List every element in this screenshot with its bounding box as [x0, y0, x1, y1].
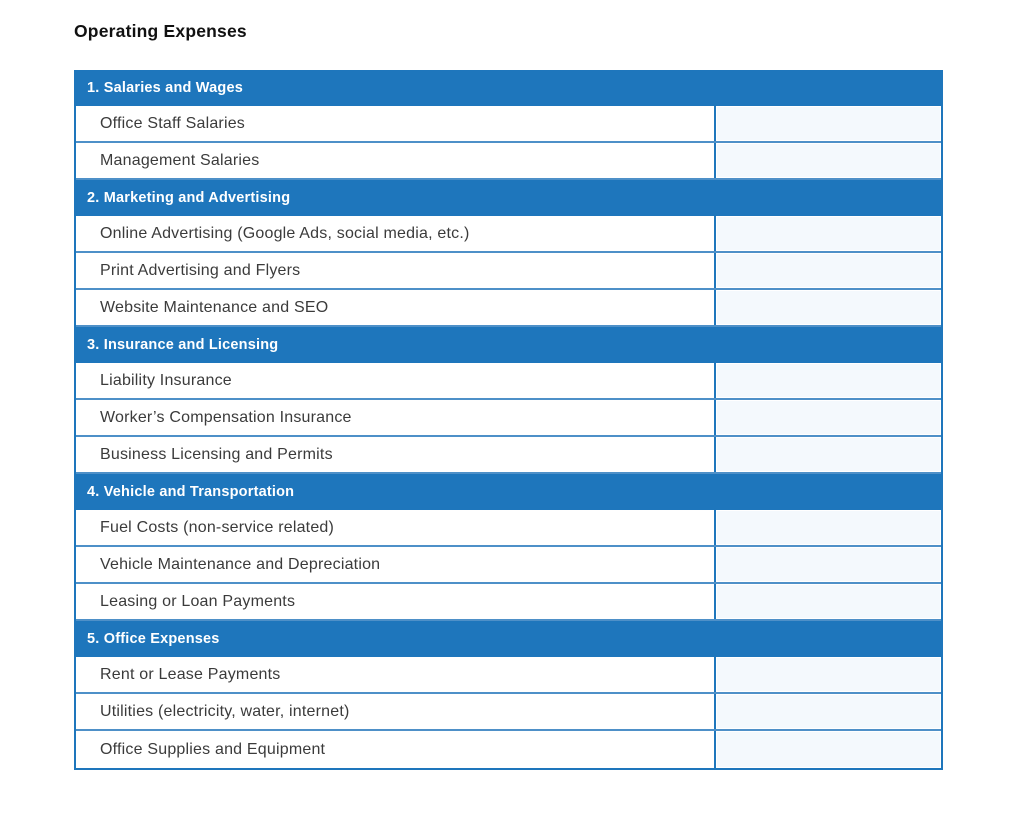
expense-label-cell: Fuel Costs (non-service related)	[76, 510, 716, 545]
expense-label: Fuel Costs (non-service related)	[100, 518, 335, 536]
expense-label: Rent or Lease Payments	[100, 665, 281, 683]
expense-label: Leasing or Loan Payments	[100, 592, 296, 610]
expense-value-cell[interactable]	[716, 216, 941, 251]
expense-value-cell[interactable]	[716, 437, 941, 472]
expense-label-cell: Leasing or Loan Payments	[76, 584, 716, 619]
table-row: Online Advertising (Google Ads, social m…	[76, 216, 941, 253]
expense-value-cell[interactable]	[716, 694, 941, 729]
expense-value-cell[interactable]	[716, 143, 941, 178]
table-row: Fuel Costs (non-service related)	[76, 510, 941, 547]
section-header: 1. Salaries and Wages	[74, 70, 943, 106]
expense-label-cell: Vehicle Maintenance and Depreciation	[76, 547, 716, 582]
expense-label: Management Salaries	[100, 151, 260, 169]
expense-label: Online Advertising (Google Ads, social m…	[100, 224, 470, 242]
expense-label: Worker’s Compensation Insurance	[100, 408, 352, 426]
expense-value-cell[interactable]	[716, 400, 941, 435]
section-header: 3. Insurance and Licensing	[74, 327, 943, 363]
expense-value-cell[interactable]	[716, 731, 941, 768]
section-header: 2. Marketing and Advertising	[74, 180, 943, 216]
expense-label-cell: Utilities (electricity, water, internet)	[76, 694, 716, 729]
expense-label-cell: Print Advertising and Flyers	[76, 253, 716, 288]
expense-value-cell[interactable]	[716, 253, 941, 288]
operating-expenses-table: 1. Salaries and Wages Office Staff Salar…	[74, 70, 943, 770]
expense-value-cell[interactable]	[716, 584, 941, 619]
expense-value-cell[interactable]	[716, 547, 941, 582]
expense-label-cell: Website Maintenance and SEO	[76, 290, 716, 325]
section-header: 4. Vehicle and Transportation	[74, 474, 943, 510]
table-row: Liability Insurance	[76, 363, 941, 400]
table-row: Office Staff Salaries	[76, 106, 941, 143]
expense-value-cell[interactable]	[716, 290, 941, 325]
expense-label: Vehicle Maintenance and Depreciation	[100, 555, 381, 573]
expense-label-cell: Worker’s Compensation Insurance	[76, 400, 716, 435]
table-row: Utilities (electricity, water, internet)	[76, 694, 941, 731]
section-header-label: 5. Office Expenses	[87, 631, 220, 647]
expense-label-cell: Office Supplies and Equipment	[76, 731, 716, 768]
expense-value-cell[interactable]	[716, 657, 941, 692]
expense-label-cell: Online Advertising (Google Ads, social m…	[76, 216, 716, 251]
table-row: Website Maintenance and SEO	[76, 290, 941, 327]
table-row: Worker’s Compensation Insurance	[76, 400, 941, 437]
table-row: Management Salaries	[76, 143, 941, 180]
table-row: Leasing or Loan Payments	[76, 584, 941, 621]
section-header: 5. Office Expenses	[74, 621, 943, 657]
expense-label: Website Maintenance and SEO	[100, 298, 329, 316]
expense-label: Office Supplies and Equipment	[100, 740, 326, 758]
expense-label-cell: Liability Insurance	[76, 363, 716, 398]
expense-value-cell[interactable]	[716, 106, 941, 141]
expense-label: Liability Insurance	[100, 371, 232, 389]
expense-label-cell: Office Staff Salaries	[76, 106, 716, 141]
expense-label: Business Licensing and Permits	[100, 445, 333, 463]
expense-label-cell: Management Salaries	[76, 143, 716, 178]
section-header-label: 3. Insurance and Licensing	[87, 337, 279, 353]
expense-label: Utilities (electricity, water, internet)	[100, 702, 350, 720]
table-row: Rent or Lease Payments	[76, 657, 941, 694]
section-header-label: 2. Marketing and Advertising	[87, 190, 291, 206]
expense-label-cell: Business Licensing and Permits	[76, 437, 716, 472]
section-header-label: 4. Vehicle and Transportation	[87, 484, 295, 500]
table-row: Vehicle Maintenance and Depreciation	[76, 547, 941, 584]
expense-value-cell[interactable]	[716, 510, 941, 545]
page-title: Operating Expenses	[74, 21, 247, 41]
expense-label: Office Staff Salaries	[100, 114, 246, 132]
section-header-label: 1. Salaries and Wages	[87, 80, 243, 96]
table-row: Print Advertising and Flyers	[76, 253, 941, 290]
expense-value-cell[interactable]	[716, 363, 941, 398]
table-row: Office Supplies and Equipment	[76, 731, 941, 768]
expense-label-cell: Rent or Lease Payments	[76, 657, 716, 692]
expense-label: Print Advertising and Flyers	[100, 261, 301, 279]
table-row: Business Licensing and Permits	[76, 437, 941, 474]
